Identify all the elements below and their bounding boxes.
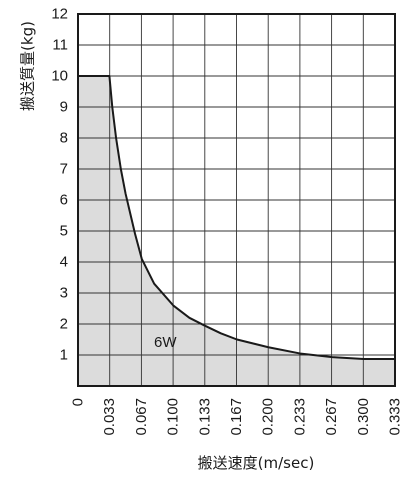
x-tick-label: 0.200: [260, 398, 277, 436]
series-label-6w: 6W: [154, 334, 177, 351]
x-tick-labels: 0 0.033 0.067 0.100 0.133 0.167 0.200 0.233 0.26…: [70, 398, 400, 436]
plot-line: [78, 75, 395, 361]
y-tick-label: 3: [60, 285, 68, 302]
x-tick-label: 0: [70, 398, 87, 406]
x-tick-label: 0.067: [133, 398, 150, 436]
x-tick-label: 0.267: [323, 398, 340, 436]
y-tick-label: 1: [60, 347, 68, 364]
x-tick-label: 0.333: [387, 398, 400, 436]
plot-frame: [77, 13, 396, 387]
y-tick-label: 12: [51, 6, 68, 23]
x-axis-title: 搬送速度(m/sec): [198, 454, 315, 472]
y-tick-label: 6: [60, 192, 68, 209]
plot-fill: [78, 76, 395, 386]
x-tick-label: 0.167: [228, 398, 245, 436]
y-tick-label: 2: [60, 316, 68, 333]
y-axis-title: 搬送質量(kg): [19, 21, 37, 111]
y-tick-label: 5: [60, 223, 68, 240]
y-tick-label: 7: [60, 161, 68, 178]
x-tick-label: 0.133: [196, 398, 213, 436]
x-tick-label: 0.300: [355, 398, 372, 436]
y-tick-label: 9: [60, 99, 68, 116]
y-tick-label: 4: [60, 254, 68, 271]
x-tick-label: 0.033: [101, 398, 118, 436]
y-tick-label: 11: [52, 37, 68, 54]
x-tick-label: 0.100: [165, 398, 182, 436]
series-line-6w: [78, 75, 395, 361]
series-area-6w: [78, 76, 395, 386]
y-tick-label: 10: [51, 68, 68, 85]
grid: [78, 14, 395, 386]
y-tick-label: 8: [60, 130, 68, 147]
x-tick-label: 0.233: [291, 398, 308, 436]
